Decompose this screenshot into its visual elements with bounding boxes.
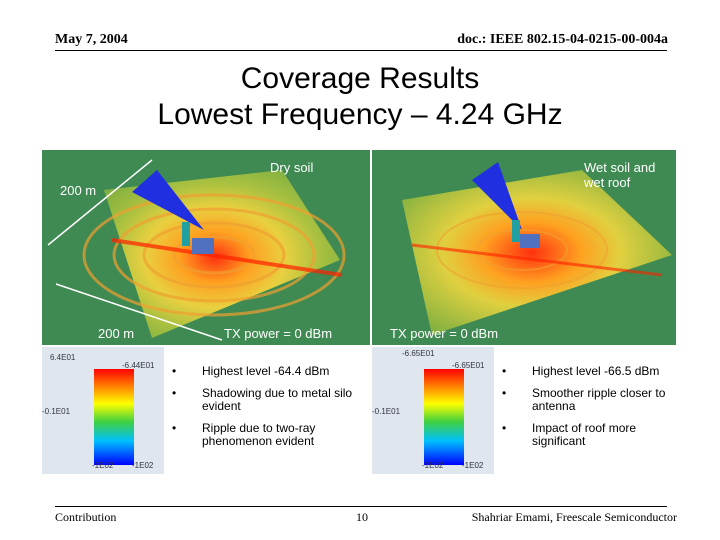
left-coverage-plot: Dry soil 200 m 200 m TX power = 0 dBm [42,150,370,345]
dimension-arrows [47,159,223,341]
left-dimension-vertical: 200 m [60,183,97,198]
left-tx-power: TX power = 0 dBm [224,326,333,341]
right-colorbar-middle: -0.1E01 [372,407,401,416]
right-colorbar: -6.65E01 -6.65E01 -0.1E01 -1E02 -1E02 [372,347,494,474]
right-coverage-image [372,150,676,345]
left-dimension-horizontal: 200 m [98,326,135,341]
left-panel-label: Dry soil [270,160,314,175]
left-coverage-image [42,150,370,345]
right-bullet-list: Highest level -66.5 dBm Smoother ripple … [502,365,692,457]
left-colorbar-top-right: -6.44E01 [122,361,155,370]
right-colorbar-top-right: -6.65E01 [452,361,485,370]
footer-author: Shahriar Emami, Freescale Semiconductor [471,510,677,524]
left-bullet-item: Highest level -64.4 dBm [172,365,362,379]
footer-contribution: Contribution [55,510,117,524]
right-colorbar-bottom-left: -1E02 [422,461,444,470]
left-bullet-item: Ripple due to two-ray phenomenon evident [172,422,362,448]
left-colorbar-middle: -0.1E01 [42,407,71,416]
title-line1: Coverage Results [240,62,480,95]
header-doc-id: doc.: IEEE 802.15-04-0215-00-004a [457,32,668,47]
right-coverage-plot: Wet soil and wet roof TX power = 0 dBm [372,150,676,345]
right-colorbar-bottom-right: -1E02 [462,461,484,470]
left-colorbar-bottom-right: -1E02 [132,461,154,470]
left-bullet-list: Highest level -64.4 dBm Shadowing due to… [172,365,362,457]
left-bullet-item: Shadowing due to metal silo evident [172,387,362,413]
footer-page-number: 10 [356,510,368,524]
footer-rule [55,506,667,507]
left-colorbar-gradient [94,369,134,465]
header-rule [55,50,667,51]
left-colorbar: 6.4E01 -6.44E01 -0.1E01 -1E02 -1E02 [42,347,164,474]
right-bullet-item: Highest level -66.5 dBm [502,365,692,379]
right-colorbar-gradient [424,369,464,465]
title-line2: Lowest Frequency – 4.24 GHz [157,98,563,131]
right-bullet-item: Impact of roof more significant [502,422,692,448]
right-tx-power: TX power = 0 dBm [390,326,499,341]
right-panel-label: Wet soil and wet roof [584,160,656,190]
left-colorbar-bottom-left: -1E02 [92,461,114,470]
right-bullet-item: Smoother ripple closer to antenna [502,387,692,413]
header-date: May 7, 2004 [55,32,128,47]
left-colorbar-top-left: 6.4E01 [50,353,76,362]
right-colorbar-top-left: -6.65E01 [402,349,435,358]
